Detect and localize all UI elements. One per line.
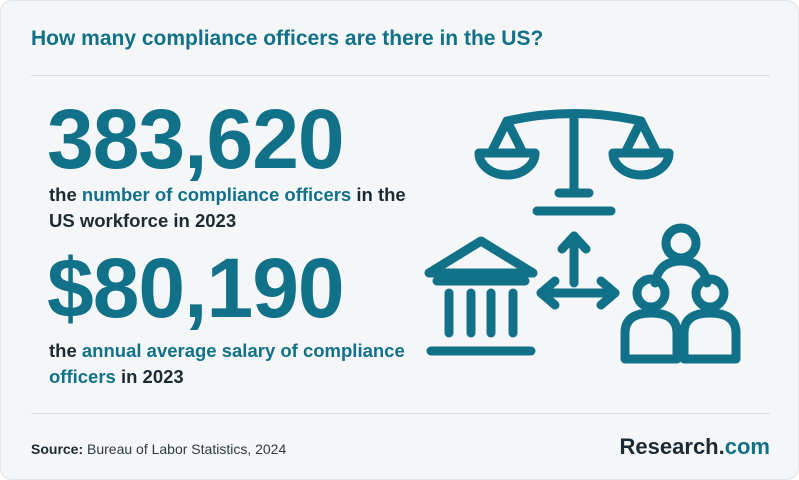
stat-salary-desc-highlight: annual average salary of compliance offi… (49, 340, 405, 387)
stat-officers-count: 383,620 (47, 92, 345, 186)
top-divider (31, 75, 770, 76)
bottom-divider (31, 413, 770, 414)
compliance-illustration (424, 109, 741, 364)
stat-salary-desc-pre: the (49, 340, 82, 361)
two-way-arrows-icon (536, 276, 620, 310)
scales-of-justice-icon (474, 109, 674, 216)
source-text: Bureau of Labor Statistics, 2024 (83, 441, 287, 457)
stat-officers-description: the number of compliance officers in the… (49, 182, 419, 234)
page-title: How many compliance officers are there i… (31, 27, 544, 50)
brand-name: Research (619, 434, 719, 459)
source-citation: Source: Bureau of Labor Statistics, 2024 (31, 441, 286, 457)
institution-building-icon (424, 236, 538, 356)
stat-officers-desc-highlight: number of compliance officers (81, 184, 352, 205)
stat-officers-desc-post: in the US workforce in 2023 (49, 184, 406, 231)
brand-dot: . (718, 434, 725, 459)
stat-salary-desc-post: in 2023 (115, 366, 184, 387)
stat-officers-desc-pre: the (49, 184, 82, 205)
people-group-icon (620, 223, 741, 364)
brand-logo: Research.com (620, 434, 770, 460)
vertical-arrow-icon (557, 231, 591, 288)
stat-salary-value: $80,190 (47, 241, 345, 335)
source-label: Source: (31, 441, 84, 457)
brand-tld: com (724, 434, 770, 459)
stat-salary-description: the annual average salary of compliance … (49, 338, 419, 390)
